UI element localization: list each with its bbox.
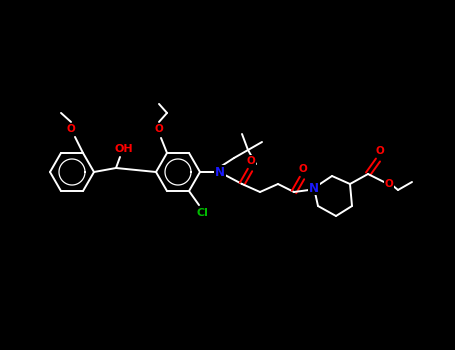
Text: O: O	[384, 179, 394, 189]
Text: OH: OH	[115, 144, 133, 154]
Text: N: N	[309, 182, 319, 195]
Text: O: O	[298, 164, 308, 174]
Text: O: O	[66, 124, 76, 134]
Text: N: N	[215, 166, 225, 178]
Text: O: O	[247, 156, 255, 166]
Text: Cl: Cl	[196, 208, 208, 218]
Text: O: O	[376, 146, 384, 156]
Text: O: O	[155, 124, 163, 134]
